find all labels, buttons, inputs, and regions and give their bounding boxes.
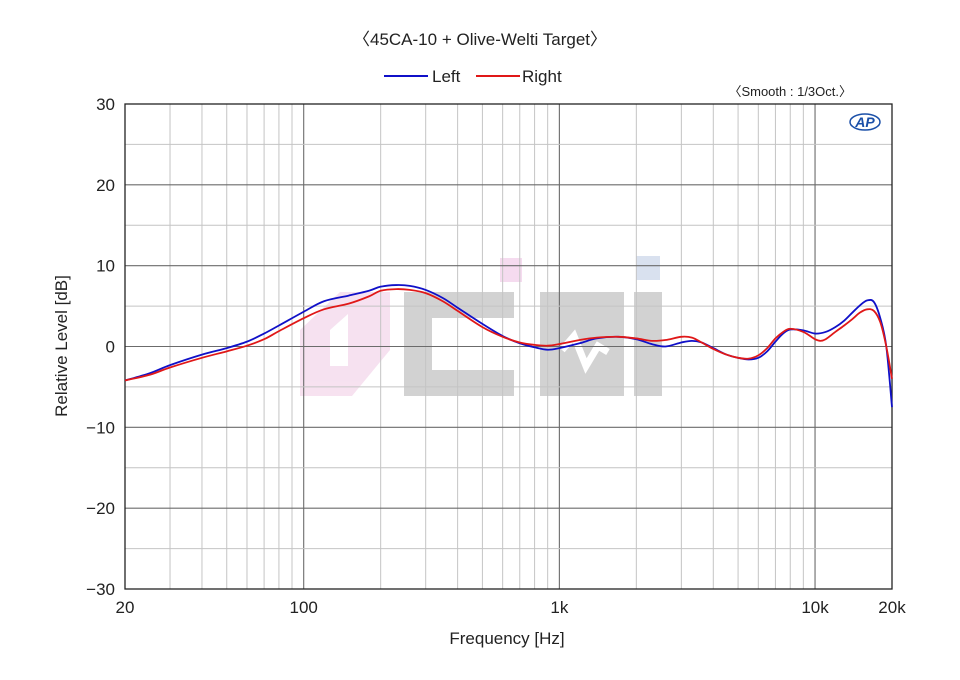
legend: Left Right <box>384 67 562 86</box>
legend-label-left: Left <box>432 67 461 86</box>
y-tick-label: −30 <box>86 580 115 599</box>
y-tick-label: 30 <box>96 95 115 114</box>
legend-label-right: Right <box>522 67 562 86</box>
x-tick-label: 20 <box>116 598 135 617</box>
y-tick-label: 20 <box>96 176 115 195</box>
y-axis-label: Relative Level [dB] <box>52 275 71 417</box>
chart-title: 〈45CA-10 + Olive-Welti Target〉 <box>353 30 607 49</box>
x-tick-label: 20k <box>878 598 906 617</box>
y-tick-label: −20 <box>86 499 115 518</box>
y-tick-label: −10 <box>86 418 115 437</box>
ap-logo: AP <box>849 113 881 131</box>
x-axis-label: Frequency [Hz] <box>449 629 564 648</box>
smoothing-note: 〈Smooth : 1/3Oct.〉 <box>728 84 852 99</box>
y-tick-label: 0 <box>106 338 115 357</box>
series-line-right <box>124 288 893 382</box>
y-tick-label: 10 <box>96 257 115 276</box>
x-tick-label: 10k <box>801 598 829 617</box>
series-layer <box>124 284 893 408</box>
plot-grid <box>124 103 893 590</box>
x-tick-label: 100 <box>290 598 318 617</box>
ap-logo-text: AP <box>854 114 875 130</box>
x-tick-label: 1k <box>550 598 568 617</box>
plot-area-frame <box>124 103 893 590</box>
